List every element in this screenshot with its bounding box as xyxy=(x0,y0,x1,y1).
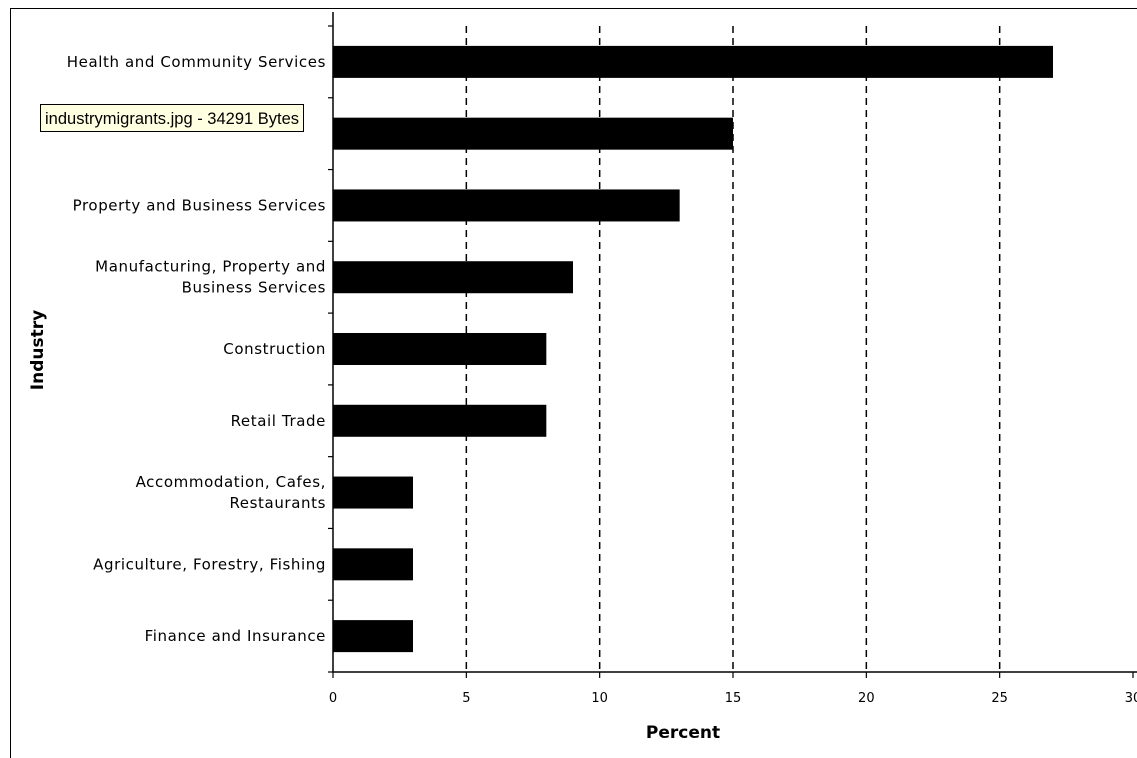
x-tick-label-25: 25 xyxy=(991,691,1008,706)
x-tick-label-30: 30 xyxy=(1125,691,1137,706)
x-tick-label-5: 5 xyxy=(462,691,470,706)
category-label-4: Construction xyxy=(223,340,326,358)
x-tick-label-15: 15 xyxy=(725,691,742,706)
file-tooltip: industrymigrants.jpg - 34291 Bytes xyxy=(40,104,305,132)
bar-6 xyxy=(333,476,413,509)
category-label-3-1: Business Services xyxy=(182,279,326,297)
bar-4 xyxy=(333,333,547,365)
chart-frame xyxy=(10,8,1137,758)
category-label-7: Agriculture, Forestry, Fishing xyxy=(93,555,326,573)
x-tick-label-0: 0 xyxy=(329,691,337,706)
category-label-8: Finance and Insurance xyxy=(145,627,326,645)
category-label-5: Retail Trade xyxy=(231,412,326,430)
bar-2 xyxy=(333,189,680,222)
bar-1 xyxy=(333,117,733,150)
bar-5 xyxy=(333,404,547,437)
category-label-3-0: Manufacturing, Property and xyxy=(95,258,326,276)
bar-7 xyxy=(333,548,413,581)
bar-8 xyxy=(333,620,413,653)
category-label-6-0: Accommodation, Cafes, xyxy=(136,473,326,491)
y-axis-title: Industry xyxy=(28,310,48,390)
category-label-6-1: Restaurants xyxy=(229,494,326,512)
bar-0 xyxy=(333,45,1053,78)
bar-3 xyxy=(333,261,573,294)
x-tick-label-10: 10 xyxy=(591,691,608,706)
x-tick-label-20: 20 xyxy=(858,691,875,706)
category-label-0: Health and Community Services xyxy=(67,53,326,71)
x-axis-title: Percent xyxy=(646,723,720,743)
category-label-2: Property and Business Services xyxy=(73,196,326,214)
